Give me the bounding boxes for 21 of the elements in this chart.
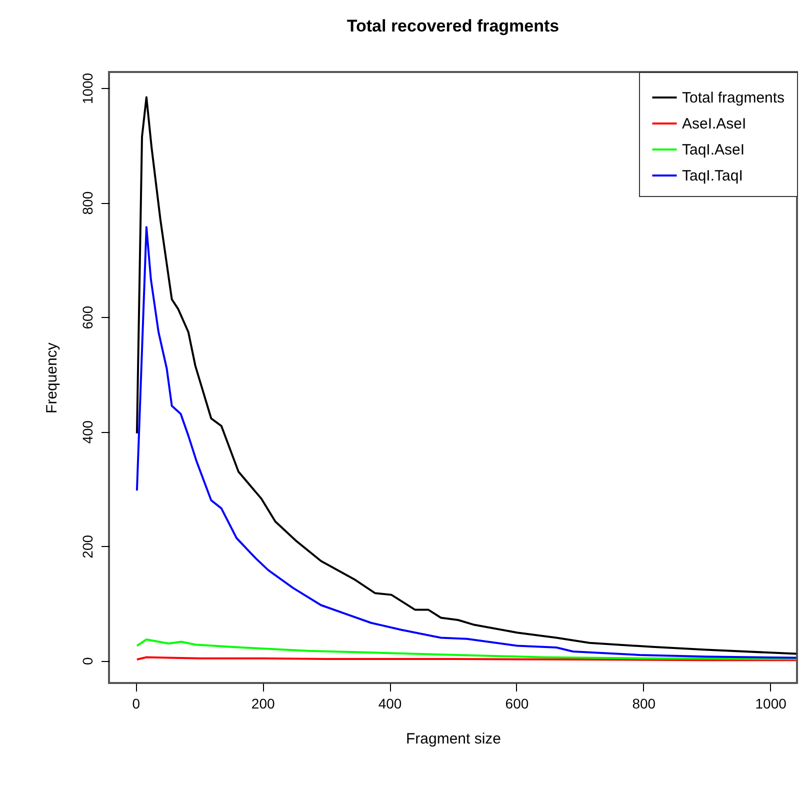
x-tick-label: 0 (132, 696, 140, 712)
y-tick-label: 1000 (80, 72, 96, 104)
y-tick-label: 400 (80, 420, 96, 444)
x-tick-label: 600 (505, 696, 529, 712)
chart-title: Total recovered fragments (346, 16, 560, 36)
y-tick-label: 600 (80, 306, 96, 330)
x-axis-title: Fragment size (406, 730, 502, 748)
legend-label: TaqI.TaqI (682, 168, 743, 184)
x-tick-label: 400 (378, 696, 402, 712)
x-tick-label: 1000 (755, 696, 787, 712)
y-tick-label: 0 (80, 657, 96, 666)
line-series (136, 226, 797, 659)
line-series (136, 638, 797, 660)
y-tick-label: 800 (80, 191, 96, 215)
legend-label: TaqI.AseI (682, 142, 745, 158)
y-axis-title: Frequency (44, 342, 60, 414)
legend-label: AseI.AseI (682, 116, 746, 132)
x-tick-label: 200 (251, 696, 275, 712)
y-tick-label: 200 (80, 534, 96, 558)
x-tick-label: 800 (632, 696, 656, 712)
legend-label: Total fragments (682, 90, 785, 106)
